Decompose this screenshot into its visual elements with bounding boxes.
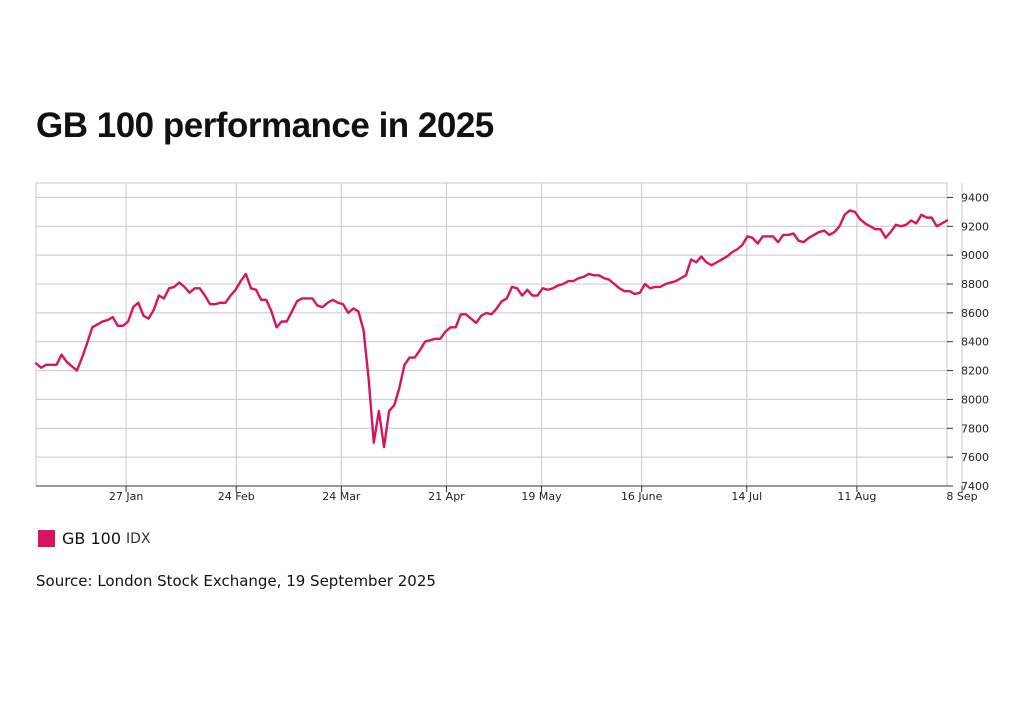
y-tick-label: 9400 (961, 191, 989, 204)
source-note: Source: London Stock Exchange, 19 Septem… (36, 572, 436, 590)
x-tick-label: 19 May (521, 490, 562, 503)
x-tick-label: 8 Sep (946, 490, 977, 503)
y-tick-label: 8800 (961, 278, 989, 291)
x-axis: 27 Jan 24 Feb 24 Mar 21 Apr 19 May 16 June 14 … (36, 485, 978, 503)
x-tick-label: 14 Jul (731, 490, 762, 503)
y-tick-label: 8200 (961, 365, 989, 378)
y-tick-label: 7800 (961, 422, 989, 435)
x-tick-label: 27 Jan (109, 490, 143, 503)
x-tick-label: 24 Feb (218, 490, 255, 503)
x-tick-label: 24 Mar (322, 490, 361, 503)
plot-frame (35, 182, 948, 487)
x-tick-label: 11 Aug (837, 490, 876, 503)
y-tick-label: 9000 (961, 249, 989, 262)
legend-unit: IDX (126, 530, 151, 547)
y-tick-label: 7400 (961, 480, 989, 493)
y-tick-label: 8000 (961, 393, 989, 406)
gridlines (36, 183, 963, 486)
legend-label: GB 100 (62, 529, 121, 548)
legend: GB 100 IDX (38, 529, 151, 548)
y-tick-label: 8600 (961, 307, 989, 320)
series-layer (34, 209, 949, 449)
y-tick-label: 9200 (961, 220, 989, 233)
legend-swatch (38, 530, 55, 547)
chart-title: GB 100 performance in 2025 (36, 106, 494, 145)
y-axis: 7400 7600 7800 8000 8200 8400 8600 8800 9000 9200… (947, 191, 989, 493)
y-tick-label: 7600 (961, 451, 989, 464)
series-line-gb-100 (34, 209, 949, 449)
x-tick-label: 16 June (621, 490, 663, 503)
y-tick-label: 8400 (961, 336, 989, 349)
x-tick-label: 21 Apr (428, 490, 465, 503)
